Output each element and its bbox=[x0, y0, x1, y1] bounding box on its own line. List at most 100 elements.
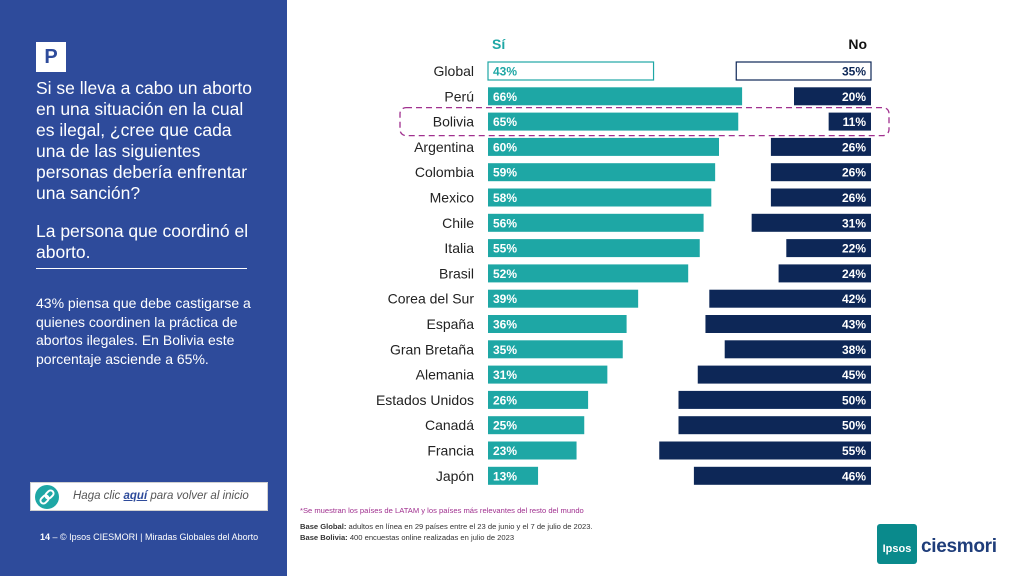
base-global-text: adultos en línea en 29 países entre el 2… bbox=[346, 522, 593, 531]
value-no-corea-del-sur: 42% bbox=[842, 292, 866, 306]
value-no-canada: 50% bbox=[842, 419, 866, 433]
bar-no-bolivia bbox=[828, 112, 871, 131]
bar-no-italia bbox=[786, 239, 871, 258]
bar-si-francia bbox=[488, 441, 577, 460]
category-label-estados-unidos: Estados Unidos bbox=[376, 392, 474, 408]
category-label-espana: España bbox=[427, 316, 475, 332]
bar-no-peru bbox=[794, 87, 871, 106]
base-bolivia-label: Base Bolivia: bbox=[300, 532, 348, 542]
bar-si-alemania bbox=[488, 365, 608, 384]
category-label-francia: Francia bbox=[427, 443, 474, 459]
insight-text: 43% piensa que debe castigarse a quienes… bbox=[36, 295, 251, 367]
page-sep: – bbox=[50, 532, 61, 542]
value-si-colombia: 59% bbox=[493, 166, 517, 180]
bar-no-japon bbox=[693, 466, 871, 485]
bar-si-canada bbox=[488, 416, 585, 435]
bar-si-global bbox=[487, 61, 655, 81]
value-si-japon: 13% bbox=[493, 469, 517, 483]
bar-si-peru bbox=[488, 87, 743, 106]
sidebar-divider bbox=[36, 268, 247, 269]
value-si-global: 43% bbox=[493, 65, 517, 79]
bar-no-brasil bbox=[778, 264, 871, 283]
value-no-alemania: 45% bbox=[842, 368, 866, 382]
value-no-japon: 46% bbox=[842, 469, 866, 483]
bar-si-japon bbox=[488, 466, 539, 485]
value-si-argentina: 60% bbox=[493, 140, 517, 154]
footer: 14 – © Ipsos CIESMORI | Miradas Globales… bbox=[40, 532, 258, 542]
value-si-chile: 56% bbox=[493, 216, 517, 230]
category-label-colombia: Colombia bbox=[415, 164, 474, 180]
back-text-suffix: para volver al inicio bbox=[147, 490, 249, 502]
copyright: © Ipsos CIESMORI | Miradas Globales del … bbox=[60, 532, 259, 542]
question-badge: P bbox=[36, 42, 66, 72]
value-si-mexico: 58% bbox=[493, 191, 517, 205]
bar-no-gran-bretana bbox=[724, 340, 871, 359]
bar-si-italia bbox=[488, 239, 700, 258]
chart-svg: Sí No Global 43% 35% Perú 66% 20% Bolivia 65% 11% A… bbox=[376, 36, 890, 485]
legend-si: Sí bbox=[492, 36, 506, 52]
category-label-chile: Chile bbox=[442, 215, 474, 231]
value-no-mexico: 26% bbox=[842, 191, 866, 205]
value-no-colombia: 26% bbox=[842, 166, 866, 180]
value-no-argentina: 26% bbox=[842, 140, 866, 154]
highlight-box-bolivia bbox=[399, 106, 890, 137]
page-number: 14 bbox=[40, 532, 51, 542]
bar-si-brasil bbox=[488, 264, 689, 283]
subject-text: La persona que coordinó el aborto. bbox=[36, 221, 249, 262]
value-no-global: 35% bbox=[842, 65, 866, 79]
bar-si-chile bbox=[488, 213, 704, 232]
value-no-espana: 43% bbox=[842, 318, 866, 332]
bar-no-corea-del-sur bbox=[709, 289, 871, 308]
base-bolivia-text: 400 encuestas online realizadas en julio… bbox=[347, 532, 515, 542]
bar-no-argentina bbox=[770, 137, 871, 156]
value-si-brasil: 52% bbox=[493, 267, 517, 281]
category-label-peru: Perú bbox=[444, 88, 474, 104]
value-si-francia: 23% bbox=[493, 444, 517, 458]
bar-si-mexico bbox=[488, 188, 712, 207]
category-label-brasil: Brasil bbox=[439, 265, 474, 281]
value-si-estados-unidos: 26% bbox=[493, 393, 517, 407]
category-label-alemania: Alemania bbox=[416, 367, 475, 383]
back-text-prefix: Haga clic bbox=[73, 490, 124, 502]
category-label-global: Global bbox=[434, 63, 474, 79]
bar-no-francia bbox=[659, 441, 871, 460]
value-si-alemania: 31% bbox=[493, 368, 517, 382]
value-si-canada: 25% bbox=[493, 419, 517, 433]
bar-si-espana bbox=[488, 315, 627, 333]
bar-si-colombia bbox=[488, 163, 716, 182]
ipsos-ciesmori-logo: Ipsos ciesmori bbox=[877, 524, 997, 564]
category-label-japon: Japón bbox=[436, 468, 474, 484]
category-label-gran-bretana: Gran Bretaña bbox=[390, 341, 474, 357]
bar-si-estados-unidos bbox=[488, 390, 589, 409]
base-global-label: Base Global: bbox=[300, 522, 347, 531]
value-no-peru: 20% bbox=[842, 90, 866, 104]
legend-no: No bbox=[848, 36, 867, 52]
bar-no-chile bbox=[751, 213, 871, 232]
bar-no-canada bbox=[678, 416, 871, 435]
bar-no-estados-unidos bbox=[678, 390, 871, 409]
bar-si-argentina bbox=[488, 137, 719, 156]
latam-note: *Se muestran los países de LATAM y los p… bbox=[300, 506, 584, 515]
back-to-start-button[interactable]: Haga clic aquí para volver al inicio bbox=[30, 482, 268, 511]
value-no-italia: 22% bbox=[842, 242, 866, 256]
bar-no-colombia bbox=[770, 163, 871, 182]
back-link[interactable]: aquí bbox=[123, 490, 148, 502]
category-label-italia: Italia bbox=[444, 240, 474, 256]
diverging-bar-chart: Sí No Global 43% 35% Perú 66% 20% Bolivia 65% 11% A… bbox=[287, 0, 907, 500]
value-no-gran-bretana: 38% bbox=[842, 343, 866, 357]
value-si-corea-del-sur: 39% bbox=[493, 292, 517, 306]
bar-si-bolivia bbox=[488, 112, 739, 131]
value-no-bolivia: 11% bbox=[843, 115, 867, 129]
bar-no-mexico bbox=[770, 188, 871, 207]
base-notes: Base Global: adultos en línea en 29 país… bbox=[300, 522, 593, 543]
value-si-italia: 55% bbox=[493, 242, 517, 256]
value-si-peru: 66% bbox=[493, 90, 517, 104]
bar-si-gran-bretana bbox=[488, 340, 623, 359]
bar-no-alemania bbox=[697, 365, 871, 384]
ciesmori-logo: ciesmori bbox=[921, 536, 997, 557]
value-no-estados-unidos: 50% bbox=[842, 393, 866, 407]
value-no-brasil: 24% bbox=[842, 267, 866, 281]
sidebar-panel: P Si se lleva a cabo un aborto en una si… bbox=[0, 0, 287, 576]
value-si-gran-bretana: 35% bbox=[493, 343, 517, 357]
value-no-francia: 55% bbox=[842, 444, 866, 458]
